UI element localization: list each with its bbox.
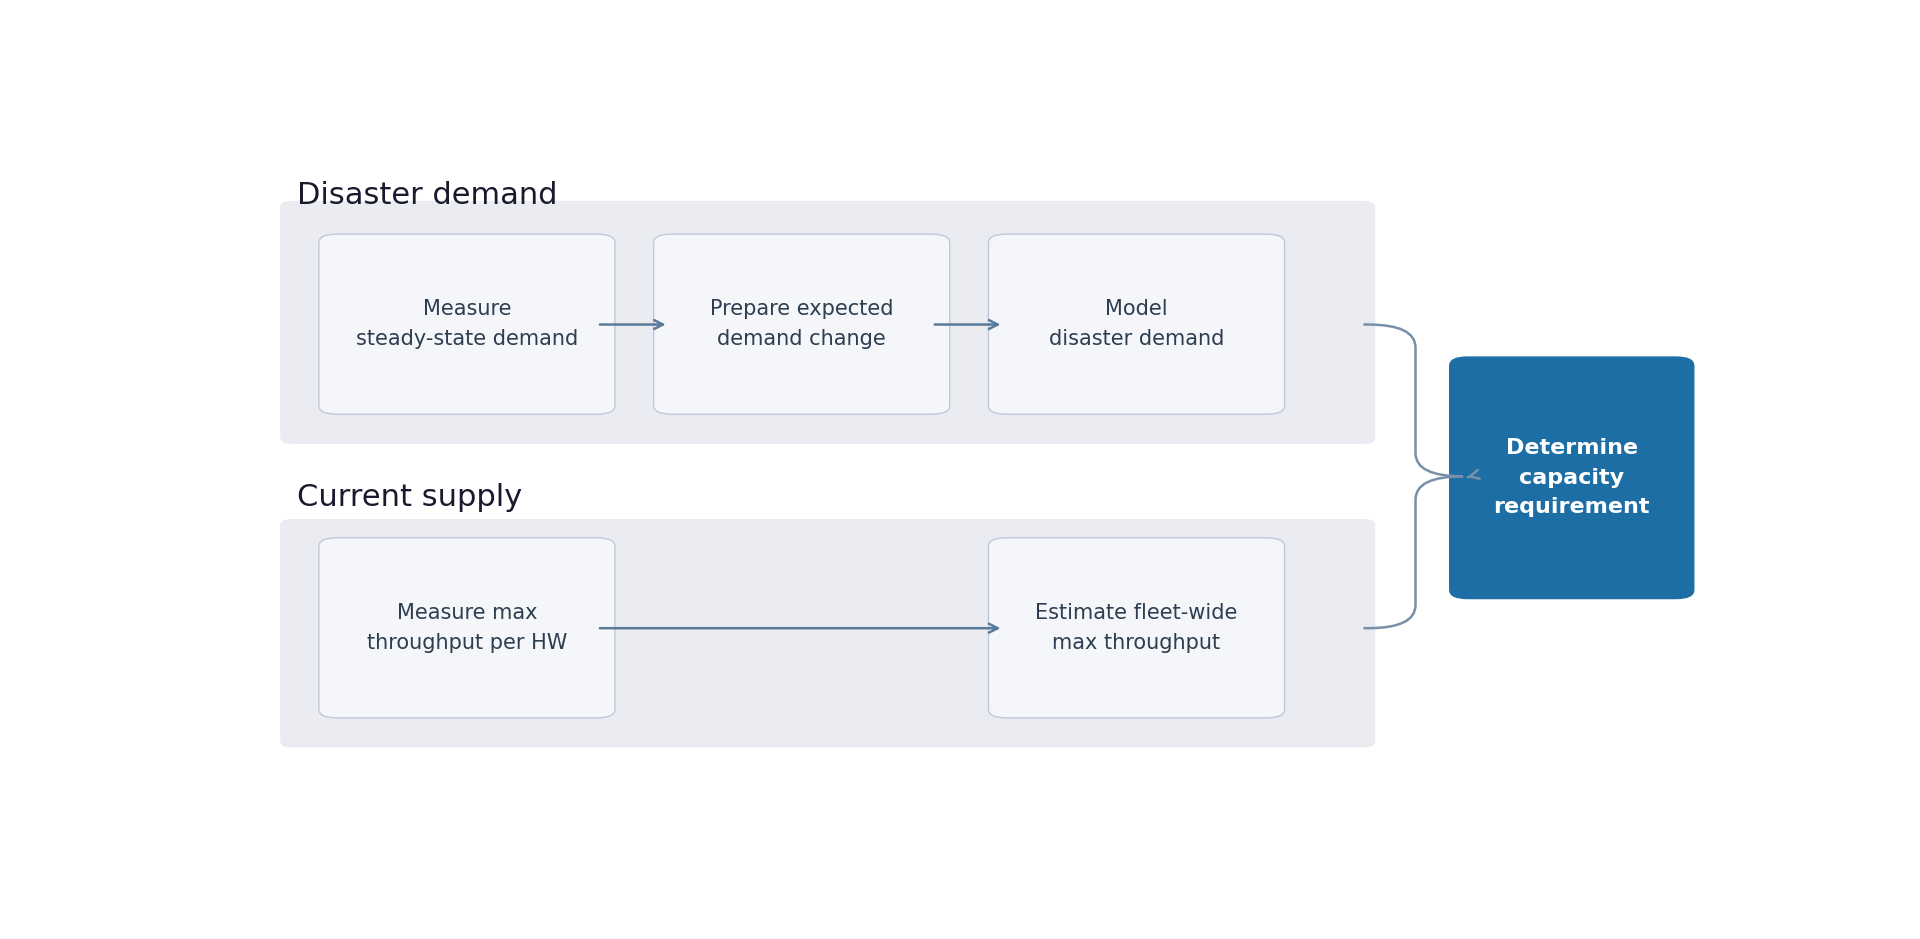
Text: Measure max
throughput per HW: Measure max throughput per HW — [367, 603, 566, 653]
FancyBboxPatch shape — [280, 201, 1375, 444]
FancyBboxPatch shape — [319, 234, 614, 414]
FancyBboxPatch shape — [1450, 357, 1693, 598]
Text: Disaster demand: Disaster demand — [296, 181, 557, 210]
Text: Determine
capacity
requirement: Determine capacity requirement — [1494, 439, 1649, 517]
Text: Model
disaster demand: Model disaster demand — [1048, 300, 1225, 349]
FancyBboxPatch shape — [319, 538, 614, 717]
Text: Estimate fleet-wide
max throughput: Estimate fleet-wide max throughput — [1035, 603, 1238, 653]
Text: Prepare expected
demand change: Prepare expected demand change — [710, 300, 893, 349]
FancyBboxPatch shape — [989, 234, 1284, 414]
FancyBboxPatch shape — [653, 234, 950, 414]
FancyBboxPatch shape — [280, 519, 1375, 747]
Text: Measure
steady-state demand: Measure steady-state demand — [355, 300, 578, 349]
FancyBboxPatch shape — [989, 538, 1284, 717]
Text: Current supply: Current supply — [296, 483, 522, 512]
